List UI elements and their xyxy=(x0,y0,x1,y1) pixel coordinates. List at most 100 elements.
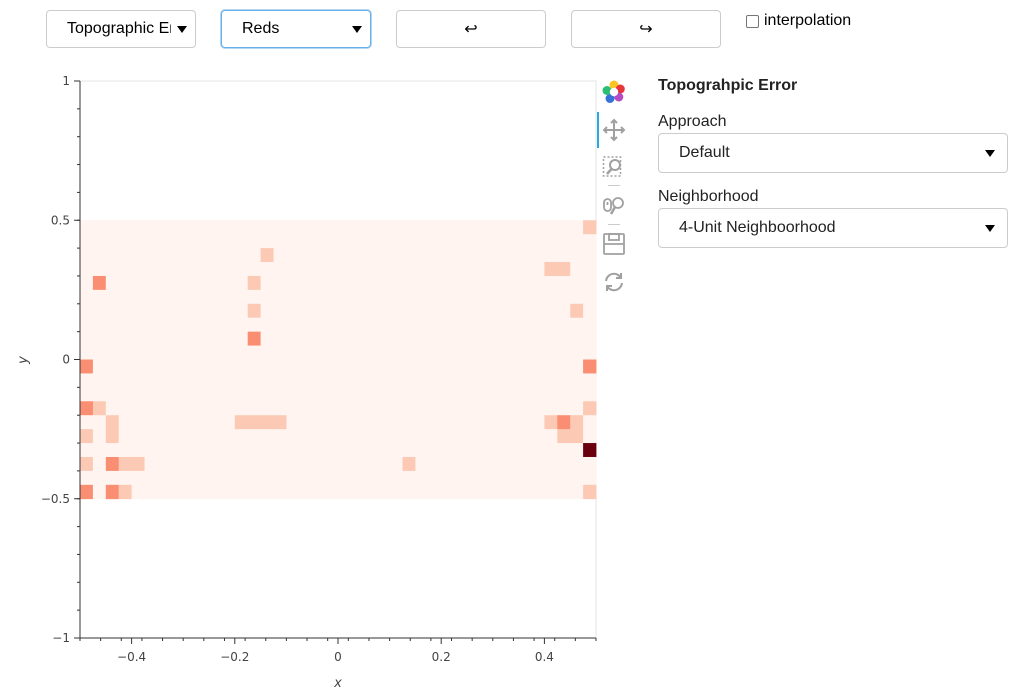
heatmap-cell xyxy=(144,289,158,305)
heatmap-cell xyxy=(312,303,326,319)
heatmap-cell xyxy=(273,289,287,305)
heatmap-cell xyxy=(492,345,507,360)
approach-select[interactable]: Default xyxy=(658,133,1008,173)
heatmap-cell xyxy=(428,248,442,263)
heatmap-cell xyxy=(570,373,584,388)
heatmap-cell xyxy=(273,220,287,235)
heatmap-cell xyxy=(467,345,481,360)
heatmap-cell xyxy=(531,429,545,444)
heatmap-cell xyxy=(273,401,287,416)
heatmap-cell xyxy=(92,275,107,291)
heatmap-cell xyxy=(492,248,507,263)
heatmap-cell xyxy=(544,220,558,235)
heatmap-cell xyxy=(415,373,429,388)
heatmap-cell xyxy=(570,248,584,263)
neighborhood-select[interactable]: 4-Unit Neighboorhood xyxy=(658,208,1008,248)
heatmap-cell xyxy=(479,470,494,486)
heatmap-cell xyxy=(118,234,132,249)
heatmap-cell xyxy=(467,331,481,346)
heatmap-cell xyxy=(531,443,545,458)
heatmap-cell xyxy=(583,275,597,291)
heatmap-cell xyxy=(441,345,455,360)
heatmap-cell xyxy=(105,415,120,430)
heatmap-cell xyxy=(260,415,274,430)
heatmap-cell xyxy=(492,484,507,500)
heatmap-cell xyxy=(505,331,519,346)
heatmap-cell xyxy=(350,248,365,263)
heatmap-cell xyxy=(170,220,184,235)
heatmap-cell xyxy=(570,484,584,500)
heatmap-cell xyxy=(492,220,507,235)
undo-icon: ↩ xyxy=(464,21,478,38)
colormap-select[interactable]: Reds xyxy=(221,10,371,48)
heatmap-cell xyxy=(183,373,197,388)
heatmap-cells xyxy=(80,220,597,500)
heatmap-cell xyxy=(260,275,274,291)
neighborhood-select-value: 4-Unit Neighboorhood xyxy=(679,219,836,236)
heatmap-cell xyxy=(389,401,403,416)
metric-select[interactable]: Topographic Error xyxy=(46,10,196,48)
interpolation-checkbox[interactable] xyxy=(746,14,759,28)
heatmap-cell xyxy=(531,262,545,277)
heatmap-cell xyxy=(183,331,197,346)
heatmap-cell xyxy=(260,456,274,472)
heatmap-cell xyxy=(544,456,558,472)
heatmap-cell xyxy=(402,317,416,333)
heatmap-cell xyxy=(183,470,197,486)
heatmap-cell xyxy=(467,303,481,319)
heatmap-cell xyxy=(428,220,442,235)
tool-divider xyxy=(608,224,620,225)
heatmap-cell xyxy=(234,387,249,402)
heatmap-cell xyxy=(144,303,158,319)
heatmap-cell xyxy=(531,345,545,360)
heatmap-cell xyxy=(80,470,94,486)
heatmap-cell xyxy=(273,387,287,402)
heatmap-cell xyxy=(273,262,287,277)
heatmap-cell xyxy=(467,234,481,249)
bokeh-logo-icon[interactable] xyxy=(602,80,626,104)
heatmap-cell xyxy=(557,415,571,430)
heatmap-cell xyxy=(92,303,107,319)
heatmap-cell xyxy=(92,484,107,500)
heatmap-cell xyxy=(428,317,442,333)
heatmap-cell xyxy=(80,345,94,360)
heatmap-cell xyxy=(376,289,390,305)
heatmap-cell xyxy=(389,248,403,263)
heatmap-cell xyxy=(325,429,339,444)
heatmap-cell xyxy=(247,275,261,291)
heatmap-cell xyxy=(350,401,365,416)
heatmap-cell xyxy=(92,359,107,374)
pan-icon[interactable] xyxy=(602,118,626,142)
heatmap-cell xyxy=(415,429,429,444)
heatmap-cell xyxy=(428,456,442,472)
heatmap-cell xyxy=(518,331,532,346)
save-icon[interactable] xyxy=(602,232,626,256)
wheel-zoom-icon[interactable] xyxy=(602,194,626,218)
heatmap-cell xyxy=(389,373,403,388)
interpolation-toggle[interactable]: interpolation xyxy=(746,12,851,30)
heatmap-cell xyxy=(350,373,365,388)
heatmap-cell xyxy=(518,317,532,333)
heatmap-cell xyxy=(209,289,223,305)
heatmap-cell xyxy=(363,484,378,500)
heatmap-cell xyxy=(299,443,313,458)
heatmap-cell xyxy=(157,331,171,346)
heatmap-plot[interactable]: 1 0.5 0 −0.5 −1 −0.4 −0.2 0 0.2 0.4 y x xyxy=(0,0,600,698)
heatmap-cell xyxy=(338,289,352,305)
heatmap-cell xyxy=(505,484,519,500)
heatmap-cell xyxy=(286,415,300,430)
heatmap-cell xyxy=(518,359,532,374)
heatmap-cell xyxy=(247,289,261,305)
heatmap-cell xyxy=(144,262,158,277)
redo-button[interactable]: ↪ xyxy=(571,10,721,48)
box-zoom-icon[interactable] xyxy=(602,155,626,179)
heatmap-cell xyxy=(312,443,326,458)
heatmap-cell xyxy=(312,415,326,430)
heatmap-cell xyxy=(376,387,390,402)
heatmap-cell xyxy=(196,484,210,500)
heatmap-cell xyxy=(350,387,365,402)
reset-icon[interactable] xyxy=(602,270,626,294)
heatmap-cell xyxy=(350,470,365,486)
heatmap-cell xyxy=(92,415,107,430)
undo-button[interactable]: ↩ xyxy=(396,10,546,48)
